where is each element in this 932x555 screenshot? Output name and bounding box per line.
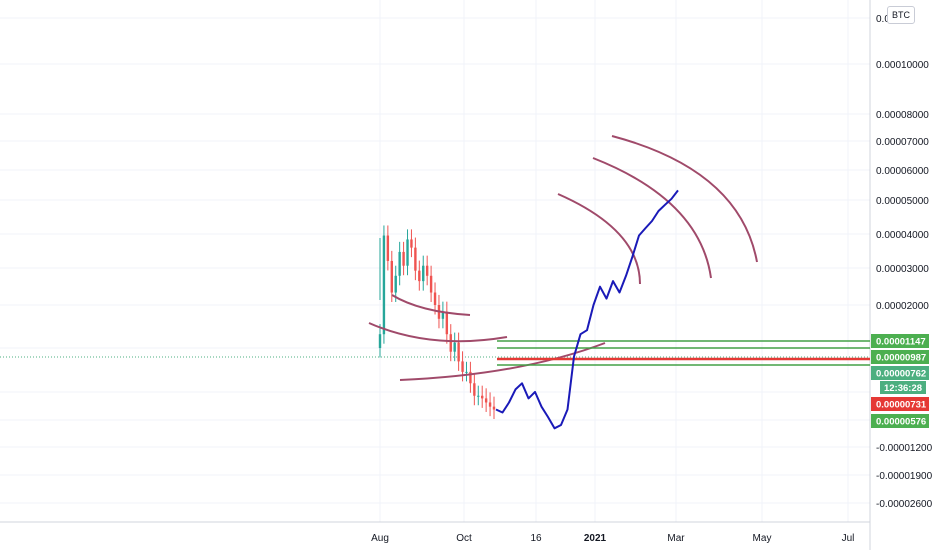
x-tick-label: Mar xyxy=(667,533,685,544)
x-tick-label: Jul xyxy=(842,533,855,544)
candle-body xyxy=(449,334,452,352)
price-level-label: 0.00000762 xyxy=(876,369,926,380)
candle-body xyxy=(488,402,492,407)
y-tick-label: 0.00004000 xyxy=(876,230,929,241)
candle-body xyxy=(410,239,413,248)
countdown-label: 12:36:28 xyxy=(884,383,922,394)
candle-body xyxy=(441,311,445,319)
price-level-label: 0.00001147 xyxy=(876,337,926,348)
y-tick-label: 0.0 xyxy=(876,14,890,25)
candle-body xyxy=(418,270,421,282)
candle-body xyxy=(390,260,393,293)
y-tick-label: 0.00002000 xyxy=(876,301,929,312)
price-level-label-bg xyxy=(871,366,929,380)
x-tick-label: Aug xyxy=(371,533,389,544)
x-tick-label: May xyxy=(753,533,772,544)
candle-body xyxy=(378,334,382,349)
fib-arc xyxy=(391,294,471,316)
price-level-label-bg xyxy=(871,350,929,364)
fib-arc xyxy=(592,157,712,279)
x-tick-label: 2021 xyxy=(584,533,607,544)
price-level-label-bg xyxy=(871,334,929,348)
candle-body xyxy=(406,239,409,266)
candle-body xyxy=(481,395,484,399)
candle-body xyxy=(382,235,386,335)
countdown-bg xyxy=(880,381,926,394)
candle-body xyxy=(492,406,496,410)
projection-line xyxy=(495,189,679,430)
y-tick-label: 0.00005000 xyxy=(876,196,929,207)
y-tick-label: -0.00002600 xyxy=(876,499,932,510)
candle-body xyxy=(414,247,417,271)
y-tick-label: 0.00008000 xyxy=(876,110,929,121)
price-level-label: 0.00000731 xyxy=(876,400,927,411)
candle-body xyxy=(422,265,425,282)
fib-arc xyxy=(611,135,758,263)
fib-arc xyxy=(368,322,508,343)
candle-body xyxy=(469,371,472,384)
candle-body xyxy=(461,361,464,372)
candle-body xyxy=(425,265,429,276)
fib-arc xyxy=(399,342,606,381)
candle-body xyxy=(386,235,390,261)
y-tick-label: -0.00001900 xyxy=(876,471,932,482)
y-tick-label: 0.00003000 xyxy=(876,264,929,275)
x-tick-label: Oct xyxy=(456,533,472,544)
candle-body xyxy=(484,398,488,403)
candle-body xyxy=(429,275,433,293)
price-level-label-bg xyxy=(871,397,929,411)
candle-body xyxy=(453,342,456,352)
candle-body xyxy=(465,371,468,373)
candle-body xyxy=(445,311,449,335)
candle-body xyxy=(394,275,397,293)
candle-body xyxy=(402,251,405,266)
y-tick-label: 0.00006000 xyxy=(876,166,929,177)
price-level-label-bg xyxy=(871,414,929,428)
x-tick-label: 16 xyxy=(530,533,542,544)
candle-body xyxy=(477,395,480,397)
y-tick-label: 0.00007000 xyxy=(876,137,929,148)
candle-body xyxy=(433,292,437,305)
candle-body xyxy=(398,251,401,276)
price-level-label: 0.00000987 xyxy=(876,353,926,364)
currency-badge[interactable]: BTC xyxy=(887,6,915,24)
price-level-label: 0.00000576 xyxy=(876,417,926,428)
candle-body xyxy=(473,383,476,396)
y-tick-label: -0.00001200 xyxy=(876,443,932,454)
candle-body xyxy=(457,342,460,362)
y-tick-label: 0.00010000 xyxy=(876,60,929,71)
fib-arc xyxy=(557,193,641,285)
